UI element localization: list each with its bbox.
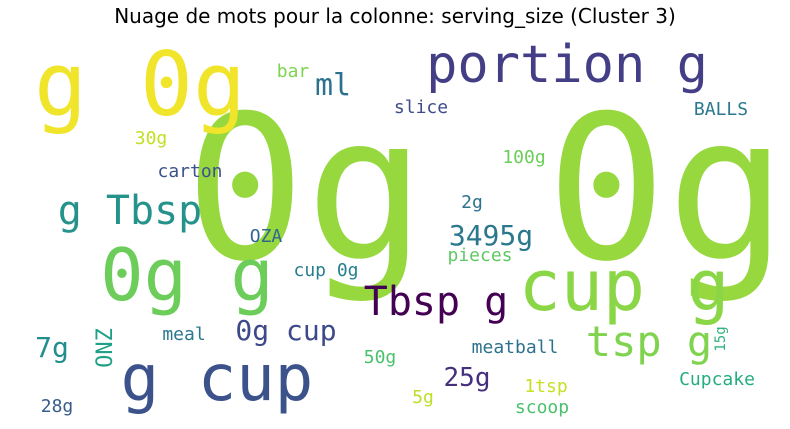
word-3495g: 3495g <box>449 219 533 252</box>
word-0g-0g: 0g 0g <box>185 73 787 306</box>
word-25g: 25g <box>444 363 491 393</box>
word-cupcake: Cupcake <box>679 369 755 390</box>
word-1tsp: 1tsp <box>524 376 567 397</box>
word-g-tbsp: g Tbsp <box>58 188 203 234</box>
word-pieces: pieces <box>447 245 512 266</box>
word-15g: 15g <box>713 326 729 351</box>
word-28g: 28g <box>41 396 74 417</box>
word-30g: 30g <box>135 128 168 149</box>
word-onz: ONZ <box>93 328 118 368</box>
word-oza: OZA <box>250 226 283 247</box>
word-g-cup: g cup <box>121 342 314 416</box>
word-balls: BALLS <box>694 99 748 120</box>
word-scoop: scoop <box>515 397 569 418</box>
word-slice: slice <box>394 97 448 118</box>
word-100g: 100g <box>502 147 545 168</box>
word-cup-0g: cup 0g <box>293 260 358 281</box>
word-tbsp-g: Tbsp g <box>364 279 509 325</box>
word-carton: carton <box>157 161 222 182</box>
chart-title: Nuage de mots pour la colonne: serving_s… <box>114 4 676 28</box>
word-g-0g: g 0g <box>34 33 246 136</box>
word-2g: 2g <box>461 192 483 213</box>
word-50g: 50g <box>364 347 397 368</box>
word-5g: 5g <box>412 387 434 408</box>
word-0g-cup: 0g cup <box>235 314 336 347</box>
word-portion-g: portion g <box>426 35 708 95</box>
word-ml: ml <box>315 68 351 103</box>
word-meal: meal <box>162 324 205 345</box>
word-0g-g: 0g g <box>100 233 273 317</box>
word-cup-g: cup g <box>519 245 730 327</box>
word-tsp-g: tsp g <box>586 317 712 366</box>
word-bar: bar <box>277 61 310 82</box>
word-7g: 7g <box>35 331 69 364</box>
word-meatball: meatball <box>472 337 559 358</box>
